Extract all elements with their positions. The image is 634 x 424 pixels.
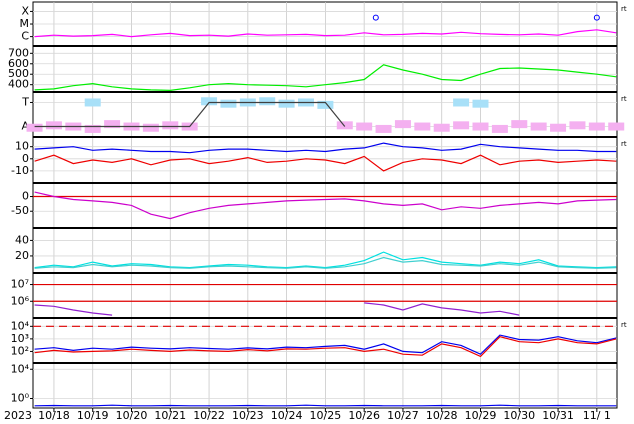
flare-marker [593, 14, 600, 21]
corner-label: rt [621, 5, 627, 13]
y-tick-label: 10² [11, 344, 29, 357]
point [84, 124, 101, 133]
x-tick-label: 10/26 [348, 409, 380, 422]
point [608, 122, 625, 131]
point [472, 99, 489, 108]
point [375, 124, 392, 133]
point [259, 97, 276, 106]
point [84, 98, 101, 107]
y-tick-label: T [21, 95, 29, 108]
series-line [34, 251, 617, 269]
point [278, 99, 295, 108]
series-line [34, 191, 617, 220]
point [588, 122, 605, 131]
point [317, 100, 334, 109]
point [201, 97, 218, 106]
y-tick-label: 600 [8, 57, 29, 70]
point [511, 120, 528, 129]
y-tick-label: -50 [11, 204, 29, 217]
y-tick-label: A [21, 120, 29, 133]
x-tick-label: 10/25 [310, 409, 342, 422]
y-tick-label: M [20, 17, 30, 30]
point [336, 121, 353, 130]
x-tick-label: 10/28 [426, 409, 458, 422]
y-tick-label: 10⁷ [11, 278, 29, 291]
y-tick-label: 10³ [11, 332, 29, 345]
y-tick-label: 40 [15, 233, 29, 246]
y-tick-label: X [21, 4, 29, 17]
y-tick-label: 10 [15, 140, 29, 153]
series-line [34, 336, 617, 358]
y-tick-label: 10⁴ [11, 319, 30, 332]
x-tick-label: 10/31 [542, 409, 574, 422]
x-tick-label: 10/27 [387, 409, 419, 422]
point [453, 98, 470, 107]
x-tick-label: 10/29 [465, 409, 497, 422]
y-tick-label: C [21, 30, 29, 43]
point [550, 123, 567, 132]
y-tick-label: 20 [15, 249, 29, 262]
flare-marker [372, 14, 379, 21]
point [45, 121, 62, 130]
point [142, 123, 159, 132]
point [569, 121, 586, 130]
y-tick-label: 10⁶ [11, 294, 30, 307]
series-line [34, 64, 617, 92]
y-tick-label: 500 [8, 67, 29, 80]
point [104, 120, 121, 129]
point [472, 122, 489, 131]
y-tick-label: 700 [8, 46, 29, 59]
series-line [34, 256, 617, 269]
point [453, 121, 470, 130]
x-tick-label: 10/19 [77, 409, 109, 422]
point [162, 121, 179, 130]
x-tick-label: 10/23 [232, 409, 264, 422]
point [530, 122, 547, 131]
x-tick-label: 11/ 1 [583, 409, 611, 422]
series-line [34, 302, 520, 316]
x-tick-label: 10/30 [503, 409, 535, 422]
corner-label: rt [621, 95, 627, 103]
series-line [34, 154, 617, 172]
series-line [34, 101, 346, 128]
series-line [34, 404, 617, 407]
series-line [34, 142, 617, 154]
x-tick-label: 10/24 [271, 409, 303, 422]
point [220, 99, 237, 108]
point [26, 123, 43, 132]
point [414, 122, 431, 131]
series-line [34, 334, 617, 355]
y-tick-label: 0 [22, 152, 29, 165]
point [491, 124, 508, 133]
point [433, 123, 450, 132]
point [394, 120, 411, 129]
year-label: 2023 [4, 409, 32, 422]
y-tick-label: -10 [11, 164, 29, 177]
y-tick-label: 0 [22, 190, 29, 203]
y-tick-label: 10⁴ [11, 362, 30, 375]
series-line [34, 29, 617, 38]
x-tick-label: 10/18 [38, 409, 70, 422]
x-tick-label: 10/22 [193, 409, 225, 422]
y-tick-label: 400 [8, 78, 29, 91]
x-tick-label: 10/20 [116, 409, 148, 422]
corner-label: rt [621, 321, 627, 329]
x-tick-label: 10/21 [154, 409, 186, 422]
corner-label: rt [621, 140, 627, 148]
y-tick-label: 10⁰ [11, 391, 30, 404]
point [356, 122, 373, 131]
